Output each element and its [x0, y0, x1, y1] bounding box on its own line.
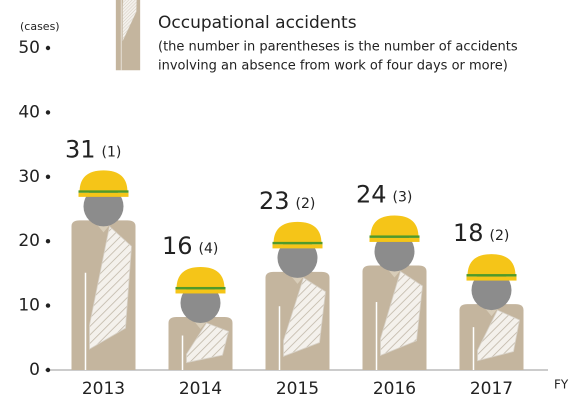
absence-label: (1) [102, 144, 122, 160]
figure [72, 170, 136, 370]
y-tick-label: 50 [18, 38, 40, 58]
x-tick-label: 2017 [470, 379, 513, 399]
helmet [274, 222, 322, 244]
y-axis-label: (cases) [20, 20, 60, 33]
helmet-brim [176, 289, 226, 293]
absence-label: (4) [199, 241, 219, 257]
helmet [80, 170, 128, 192]
y-tick-label: 10 [18, 296, 40, 316]
legend-label: Occupational accidents [158, 13, 357, 33]
helmet-stripe [176, 287, 226, 290]
figure [460, 254, 524, 370]
value-label: 31 [65, 135, 96, 163]
helmet [371, 215, 419, 237]
x-tick-label: 2014 [179, 379, 222, 399]
helmet-brim [467, 277, 517, 281]
legend-note: involving an absence from work of four d… [158, 59, 508, 74]
x-tick-label: 2013 [82, 379, 125, 399]
figure [266, 222, 330, 370]
absence-label: (2) [296, 196, 316, 212]
helmet-stripe [370, 235, 420, 238]
y-tick-mark [46, 239, 50, 243]
value-label: 23 [259, 187, 290, 215]
helmet-stripe [273, 242, 323, 245]
chart: (cases) FY Occupational accidents (the n… [0, 0, 572, 402]
y-tick-mark [46, 46, 50, 50]
legend-note: (the number in parentheses is the number… [158, 40, 518, 55]
x-axis-label: FY [554, 378, 569, 392]
helmet [177, 267, 225, 289]
helmet [468, 254, 516, 276]
y-tick-label: 20 [18, 231, 40, 251]
y-tick-label: 40 [18, 102, 40, 122]
y-tick-label: 0 [29, 360, 40, 380]
figure [363, 215, 427, 370]
value-label: 16 [162, 232, 193, 260]
y-tick-mark [46, 175, 50, 179]
helmet-brim [79, 193, 129, 197]
helmet-brim [370, 238, 420, 242]
x-tick-label: 2016 [373, 379, 416, 399]
x-tick-label: 2015 [276, 379, 319, 399]
value-label: 18 [453, 219, 484, 247]
helmet-brim [273, 244, 323, 248]
value-label: 24 [356, 180, 387, 208]
y-tick-mark [46, 303, 50, 307]
y-tick-label: 30 [18, 167, 40, 187]
absence-label: (3) [393, 189, 413, 205]
figure [169, 267, 233, 370]
absence-label: (2) [490, 228, 510, 244]
legend-icon [116, 0, 140, 70]
helmet-stripe [467, 274, 517, 277]
helmet-stripe [79, 190, 129, 193]
y-tick-mark [46, 368, 50, 372]
y-tick-mark [46, 110, 50, 114]
